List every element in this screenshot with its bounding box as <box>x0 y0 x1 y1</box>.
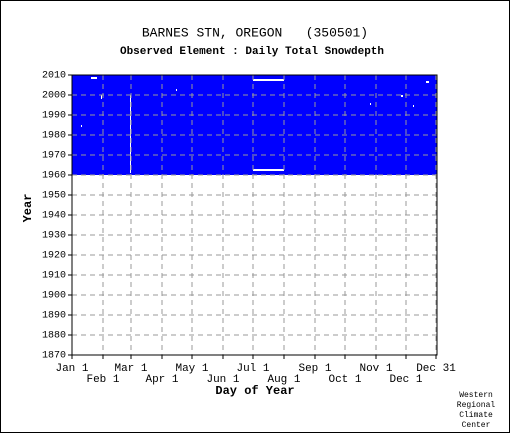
y-axis-label: Year <box>21 194 35 223</box>
y-tick-label: 1880 <box>42 331 66 342</box>
y-tick-label: 1890 <box>42 311 66 322</box>
y-tick-label: 2010 <box>42 71 66 82</box>
x-tick-label: Dec 31 <box>416 363 456 375</box>
y-tick-label: 1910 <box>42 271 66 282</box>
gap <box>101 95 102 99</box>
gap <box>426 81 429 83</box>
y-tick-label: 1970 <box>42 151 66 162</box>
coverage-block <box>72 75 437 175</box>
credit-line: Western <box>459 391 493 400</box>
gap <box>91 77 97 79</box>
credit-line: Climate <box>459 411 493 420</box>
credit-line: Center <box>462 421 491 430</box>
chart-title: BARNES STN, OREGON (350501) <box>142 25 368 40</box>
y-tick-label: 1920 <box>42 251 66 262</box>
gap <box>176 89 177 91</box>
y-tick-label: 1950 <box>42 191 66 202</box>
x-tick-label: Jun 1 <box>206 374 239 386</box>
y-tick-label: 1990 <box>42 111 66 122</box>
y-tick-label: 1940 <box>42 211 66 222</box>
x-tick-label: Sep 1 <box>298 363 331 375</box>
gap <box>253 79 284 81</box>
gap <box>401 95 403 97</box>
y-tick-label: 1870 <box>42 351 66 362</box>
y-tick-label: 1930 <box>42 231 66 242</box>
credit-line: Regional <box>457 401 496 410</box>
x-tick-label: Apr 1 <box>145 374 178 386</box>
x-axis-label: Day of Year <box>215 384 294 398</box>
x-tick-label: Feb 1 <box>86 374 119 386</box>
plot-frame <box>71 74 438 356</box>
x-tick-label: Mar 1 <box>114 363 147 375</box>
x-tick-label: May 1 <box>175 363 208 375</box>
x-tick-label: Jan 1 <box>55 363 88 375</box>
x-tick-label: Nov 1 <box>359 363 392 375</box>
gap <box>413 105 414 107</box>
y-tick-label: 1900 <box>42 291 66 302</box>
x-tick-label: Aug 1 <box>267 374 300 386</box>
chart-subtitle: Observed Element : Daily Total Snowdepth <box>120 46 384 58</box>
x-tick-label: Oct 1 <box>328 374 361 386</box>
y-tick-label: 1960 <box>42 171 66 182</box>
gap <box>370 103 371 105</box>
x-tick-label: Dec 1 <box>389 374 422 386</box>
gap <box>253 169 284 171</box>
x-tick-label: Jul 1 <box>236 363 269 375</box>
y-tick-label: 1980 <box>42 131 66 142</box>
gap <box>81 125 82 127</box>
y-tick-label: 2000 <box>42 91 66 102</box>
